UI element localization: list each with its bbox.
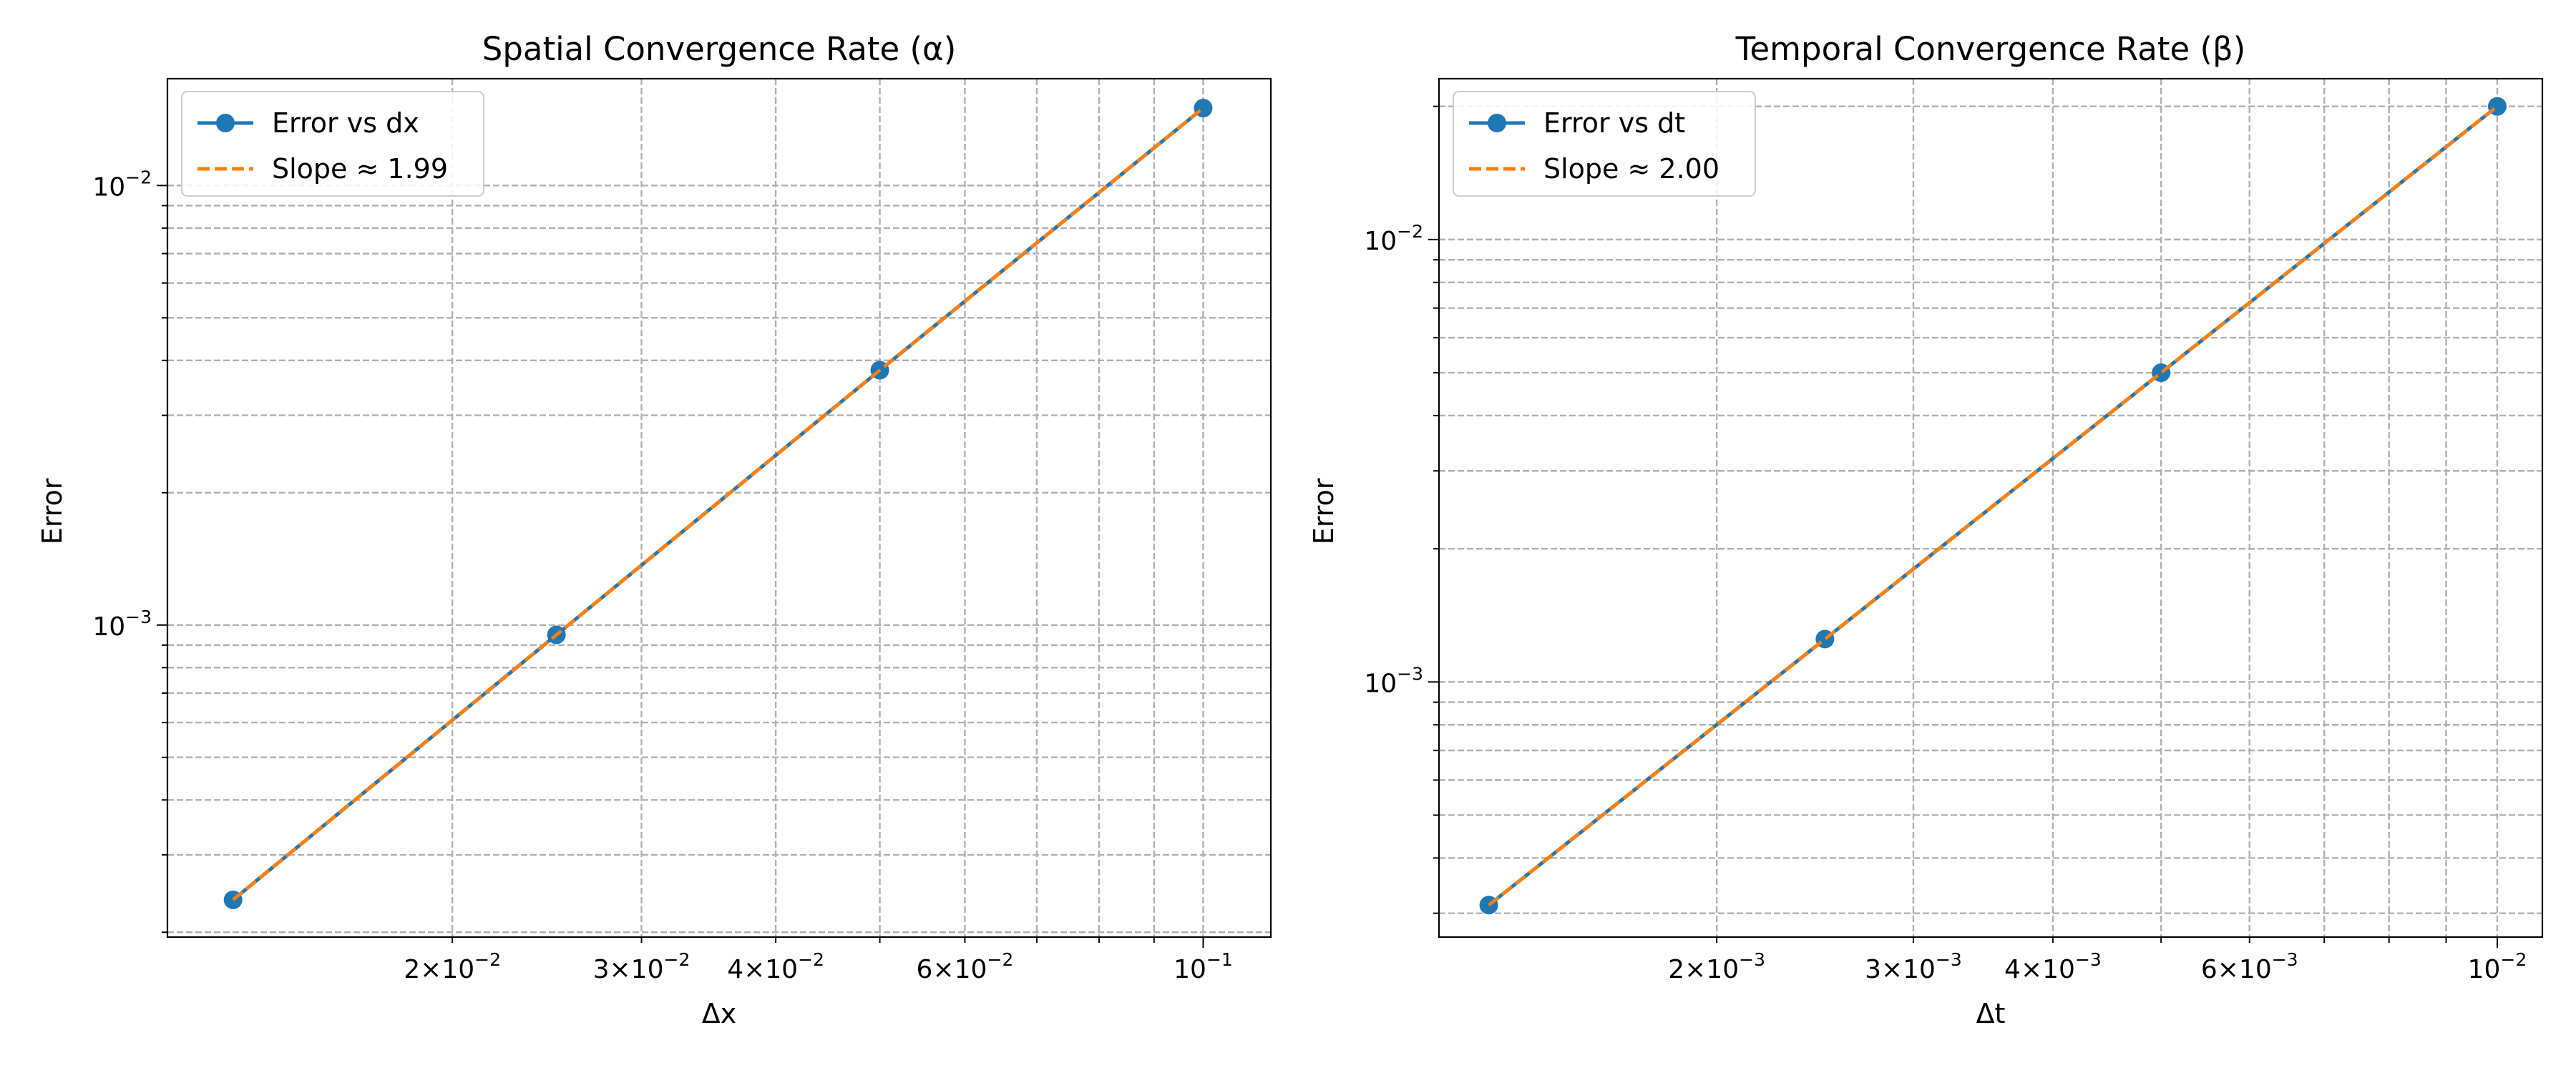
legend-label: Error vs dt (1543, 107, 1685, 139)
legend: Error vs dx Slope ≈ 1.99 (181, 91, 484, 197)
tick-marks (1428, 105, 2498, 948)
x-tick-label: 4×10−2 (727, 949, 824, 984)
x-tick-label: 6×10−3 (2201, 949, 2298, 984)
legend-label: Slope ≈ 2.00 (1543, 153, 1719, 185)
y-tick-label: 10−2 (92, 167, 152, 202)
chart-title: Spatial Convergence Rate (α) (482, 30, 957, 68)
legend-label: Error vs dx (272, 107, 419, 139)
y-axis-label: Error (1308, 478, 1340, 544)
legend: Error vs dt Slope ≈ 2.00 (1453, 91, 1756, 197)
chart-title: Temporal Convergence Rate (β) (1735, 30, 2246, 68)
x-tick-label: 3×10−3 (1865, 949, 1962, 984)
y-tick-label: 10−3 (92, 607, 152, 642)
spatial-convergence-panel: Spatial Convergence Rate (α) Δx Error 2×… (36, 30, 1272, 1029)
y-tick-label: 10−3 (1364, 663, 1423, 698)
x-axis-label: Δx (702, 998, 736, 1029)
slope-fit-line-overlay (1488, 104, 2499, 907)
y-axis-label: Error (36, 478, 68, 544)
y-tick-label: 10−2 (1364, 221, 1423, 256)
plot-frame (1438, 77, 2544, 939)
legend-box (181, 91, 484, 197)
x-tick-label: 10−1 (1174, 949, 1233, 984)
grid-lines (167, 79, 1271, 937)
legend-box (1453, 91, 1756, 197)
tick-marks (157, 185, 1204, 948)
plot-frame (166, 77, 1272, 939)
series-group (223, 99, 1213, 909)
x-tick-label: 2×10−3 (1668, 949, 1765, 984)
legend-marker-swatch (216, 114, 235, 132)
x-tick-label: 3×10−2 (593, 949, 691, 984)
x-tick-label: 2×10−2 (404, 949, 501, 984)
x-tick-label: 10−2 (2468, 949, 2527, 984)
grid-lines (1439, 79, 2542, 937)
series-group (1479, 97, 2507, 915)
x-tick-label: 6×10−2 (917, 949, 1014, 984)
slope-fit-line-overlay (232, 107, 1204, 901)
x-axis-label: Δt (1976, 998, 2006, 1029)
legend-label: Slope ≈ 1.99 (272, 153, 448, 185)
x-tick-label: 4×10−3 (2004, 949, 2102, 984)
legend-marker-swatch (1488, 114, 1506, 132)
temporal-convergence-panel: Temporal Convergence Rate (β) Δt Error 2… (1308, 30, 2544, 1029)
